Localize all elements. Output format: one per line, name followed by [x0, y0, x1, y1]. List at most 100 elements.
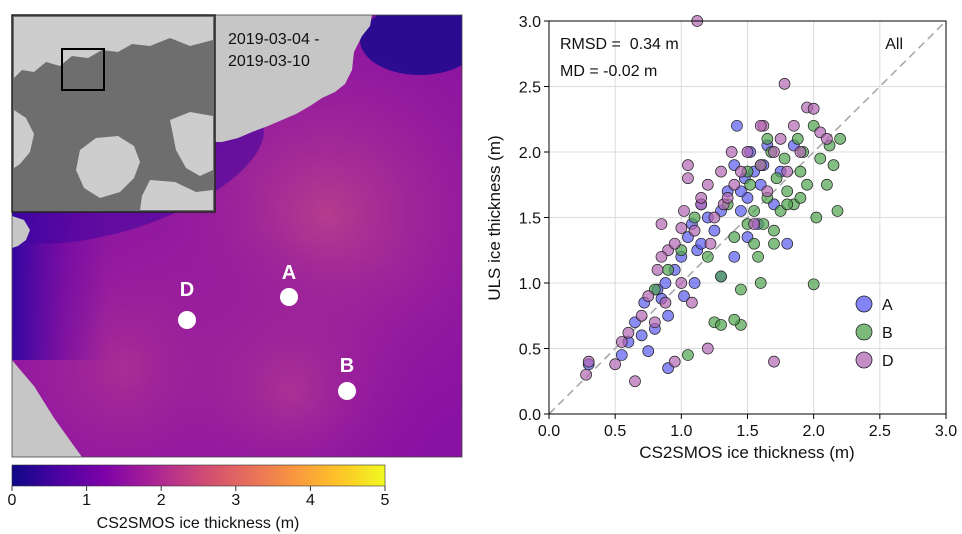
scatter-point-b: [794, 165, 807, 178]
scatter-point-b: [810, 211, 823, 224]
scatter-point-b: [752, 250, 764, 263]
colorbar-label: CS2SMOS ice thickness (m): [97, 515, 300, 532]
map-land-southwest: [12, 360, 82, 457]
scatter-point-d: [748, 218, 760, 230]
scatter-point-d: [704, 237, 717, 250]
scatter-point-d: [668, 237, 681, 250]
scatter-point-a: [635, 329, 648, 342]
scatter-point-b: [715, 319, 727, 331]
map-land-northeast: [215, 15, 372, 142]
date-range-line2: 2019-03-10: [228, 53, 310, 70]
scatter-point-d: [725, 146, 738, 158]
x-tick-label: 3.0: [935, 423, 957, 440]
x-tick-label: 1.0: [670, 423, 692, 440]
md-stat: MD = -0.02 m: [560, 63, 657, 80]
scatter-point-a: [678, 290, 690, 302]
legend-marker-a: [855, 295, 873, 313]
y-tick-label: 1.0: [519, 276, 541, 293]
scatter-point-b: [770, 172, 783, 185]
map-land-west: [12, 216, 30, 248]
scatter-point-d: [582, 355, 595, 368]
legend-label-b: B: [882, 325, 893, 342]
inset-region-box: [61, 48, 105, 91]
scatter-point-a: [728, 250, 741, 263]
station-d-label: D: [180, 279, 194, 301]
legend-marker-d: [855, 351, 873, 369]
scatter-point-d: [768, 355, 780, 368]
scatter-point-b: [821, 178, 833, 191]
scatter-point-d: [675, 222, 688, 234]
scatter-point-d: [794, 146, 807, 158]
station-a-label: A: [282, 262, 296, 284]
inset-land-south: [140, 180, 213, 210]
scatter-point-d: [686, 296, 698, 309]
date-range-line1: 2019-03-04 -: [228, 31, 320, 48]
legend-label-d: D: [882, 353, 894, 370]
y-tick-label: 2.0: [519, 145, 541, 162]
station-b: B: [338, 355, 356, 400]
scatter-point-b: [768, 224, 780, 237]
scatter-point-d: [649, 316, 661, 329]
inset-land-west: [14, 110, 34, 168]
scatter-point-d: [629, 375, 641, 388]
scatter-point-b: [728, 313, 741, 326]
scatter-point-d: [688, 224, 701, 237]
legend: A B D: [855, 295, 894, 370]
inset-land-north: [14, 17, 213, 78]
scatter-point-b: [831, 205, 844, 217]
scatter-point-b: [814, 152, 827, 165]
scatter-point-d: [642, 290, 655, 302]
scatter-point-d: [735, 165, 747, 178]
legend-marker-b: [855, 323, 873, 341]
scatter-panel: 0.0 0.5 1.0 1.5 2.0 2.5 3.0 0.0 0.5 1.0 1.5 2.0 2.5…: [485, 14, 957, 462]
station-d: D: [178, 279, 196, 329]
scatter-point-b: [754, 277, 767, 289]
scatter-point-d: [659, 296, 672, 309]
map-thin-ice-northeast: [360, 15, 462, 75]
scatter-point-d: [768, 146, 780, 158]
colorbar-gradient: [11, 464, 386, 487]
colorbar: 0 1 2 3 4 5 CS2SMOS ice thickness (m): [8, 464, 390, 532]
scatter-point-b: [701, 250, 714, 263]
x-tick-label: 0.5: [604, 423, 626, 440]
scatter-point-b: [781, 198, 794, 211]
scatter-point-b: [744, 178, 756, 191]
scatter-point-a: [735, 205, 747, 217]
scatter-point-a: [659, 277, 672, 289]
scatter-point-d: [622, 326, 635, 339]
scatter-point-a: [615, 349, 628, 361]
colorbar-tick-label: 0: [8, 492, 17, 509]
scatter-point-d: [580, 368, 592, 381]
y-tick-label: 3.0: [519, 14, 541, 31]
scatter-point-d: [678, 205, 690, 217]
scatter-point-b: [748, 205, 760, 217]
colorbar-tick-label: 1: [82, 492, 91, 509]
scatter-point-b: [748, 237, 760, 250]
station-b-label: B: [340, 355, 354, 377]
scatter-point-a: [688, 277, 701, 289]
scatter-point-d: [701, 178, 714, 191]
y-tick-label: 0.0: [519, 407, 541, 424]
inset-land-greenland: [76, 136, 140, 198]
scatter-point-a: [642, 345, 655, 357]
y-tick-label: 1.5: [519, 211, 541, 228]
scatter-point-d: [728, 178, 741, 191]
scatter-point-d: [668, 355, 681, 368]
scatter-point-d: [682, 159, 694, 171]
scatter-point-b: [834, 133, 846, 145]
subset-label: All: [885, 36, 903, 53]
scatter-point-b: [781, 185, 794, 198]
legend-label-a: A: [882, 297, 893, 314]
scatter-point-d: [635, 309, 648, 322]
x-tick-label: 0.0: [538, 423, 560, 440]
inset-land-east: [170, 112, 213, 176]
colorbar-ticks: 0 1 2 3 4 5: [8, 486, 390, 509]
colorbar-tick-label: 3: [231, 492, 240, 509]
scatter-point-d: [807, 102, 820, 115]
scatter-point-d: [609, 358, 622, 371]
scatter-point-b: [768, 237, 780, 250]
x-tick-label: 2.0: [803, 423, 825, 440]
scatter-point-b: [715, 270, 727, 283]
inset-sea-mask: [120, 86, 168, 122]
